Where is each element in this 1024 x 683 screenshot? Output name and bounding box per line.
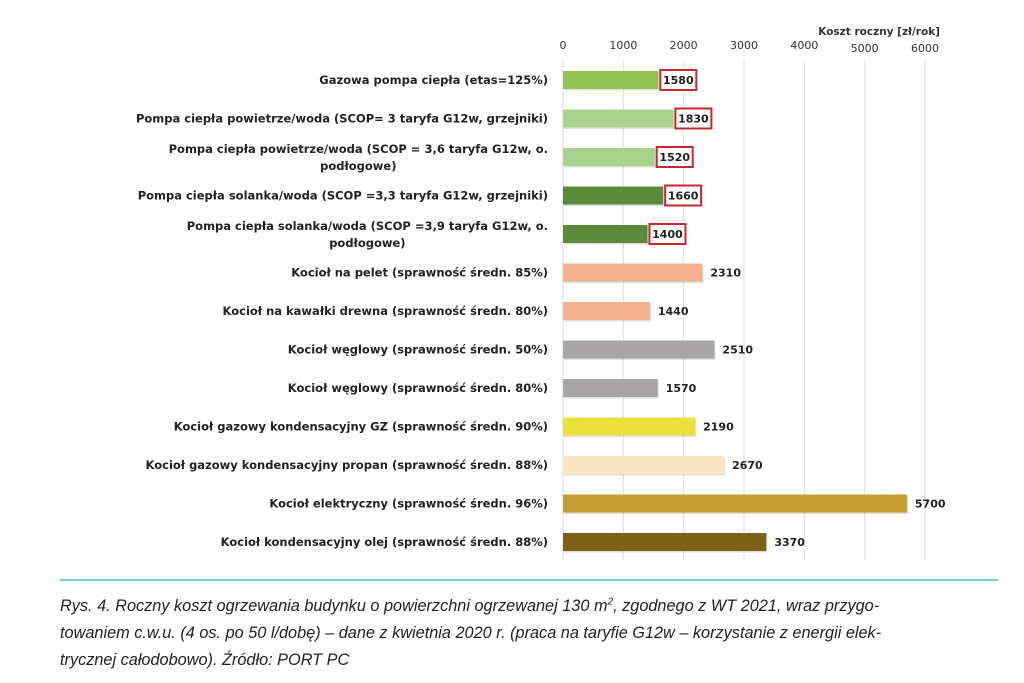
category-label: Kocioł elektryczny (sprawność średn. 96%… [269,497,548,511]
category-label: Kocioł gazowy kondensacyjny GZ (sprawnoś… [174,420,548,434]
category-label: Kocioł na pelet (sprawność średn. 85%) [291,266,548,280]
bar-chart: Koszt roczny [zł/rok] 0 1000 2000 3000 4000 5… [136,26,946,560]
value-label: 1580 [663,74,694,87]
value-label: 2310 [710,267,741,280]
bar-row: Kocioł gazowy kondensacyjny propan (spra… [146,456,763,476]
x-tick-label: 1000 [609,39,637,52]
value-label: 3370 [774,536,805,549]
x-axis-ticks: 0 1000 2000 3000 4000 5000 6000 [560,39,940,55]
bar [563,148,655,166]
value-highlight-box [674,107,713,130]
caption-divider [60,579,998,581]
bar-row: Kocioł na kawałki drewna (sprawność śred… [223,302,689,322]
value-highlight-box [664,184,703,207]
value-label: 2190 [703,421,734,434]
x-tick-label: 0 [560,39,567,52]
value-highlight-box [648,223,687,245]
bar [563,533,767,551]
bar-row: Pompa ciepła solanka/woda (SCOP =3,3 tar… [138,184,703,207]
bar [563,340,715,359]
bar [563,109,674,128]
category-label: Kocioł węglowy (sprawność średn. 80%) [288,381,548,395]
value-label: 2670 [732,459,763,472]
bar [563,225,648,243]
x-tick-label: 4000 [790,39,818,52]
bar-row: Kocioł węglowy (sprawność średn. 80%) 157… [288,379,697,399]
caption-superscript: 2 [607,596,614,608]
figure-caption: Rys. 4. Roczny koszt ogrzewania budynku … [60,593,1010,674]
bar-row: Kocioł gazowy kondensacyjny GZ (sprawnoś… [174,417,734,437]
value-label: 1570 [666,382,697,395]
value-label: 1400 [652,228,683,241]
caption-text: Rys. 4. Roczny koszt ogrzewania budynku … [60,597,608,615]
category-label: Pompa ciepła solanka/woda (SCOP =3,9 tar… [187,219,548,250]
category-label: Kocioł gazowy kondensacyjny propan (spra… [146,458,548,472]
value-label: 2510 [722,344,753,357]
value-label: 1520 [659,151,690,164]
x-tick-label: 5000 [851,42,879,55]
bar [563,71,659,89]
bar [563,186,664,205]
category-label: Kocioł kondensacyjny olej (sprawność śre… [221,535,548,549]
x-tick-label: 3000 [730,39,758,52]
value-label: 1660 [668,190,699,203]
category-label: Pompa ciepła powietrze/woda (SCOP = 3,6 … [169,142,548,173]
gridlines [562,60,926,560]
category-label: Gazowa pompa ciepła (etas=125%) [319,73,548,87]
bar-row: Pompa ciepła powietrze/woda (SCOP = 3,6 … [169,142,694,173]
x-tick-label: 6000 [911,42,939,55]
bar [563,263,703,282]
bar [563,302,650,320]
value-highlight-box [655,146,694,168]
category-label: Kocioł na kawałki drewna (sprawność śred… [223,304,548,318]
bar-row: Kocioł na pelet (sprawność średn. 85%) 23… [291,263,741,283]
x-axis-title: Koszt roczny [zł/rok] [818,26,940,38]
caption-line-1: Rys. 4. Roczny koszt ogrzewania budynku … [60,593,1010,620]
bar-row: Kocioł kondensacyjny olej (sprawność śre… [221,533,805,553]
caption-text: , zgodnego z WT 2021, wraz przygo- [613,597,880,615]
bar-row: Kocioł elektryczny (sprawność średn. 96%… [269,494,946,514]
value-highlight-box [659,69,698,91]
bar-row: Pompa ciepła powietrze/woda (SCOP= 3 tar… [136,107,713,130]
value-label: 1440 [658,305,689,318]
bar [563,417,696,436]
bar-row: Pompa ciepła solanka/woda (SCOP =3,9 tar… [187,219,687,250]
value-label: 1830 [678,113,709,126]
category-label: Pompa ciepła powietrze/woda (SCOP= 3 tar… [136,112,548,126]
bar [563,494,907,513]
bar-row: Kocioł węglowy (sprawność średn. 50%) 251… [288,340,753,360]
x-tick-label: 2000 [670,39,698,52]
caption-line-3: trycznej całodobowo). Źródło: PORT PC [60,651,350,669]
bars: Gazowa pompa ciepła (etas=125%) 1580 Pompa… [136,69,946,553]
bar-row: Gazowa pompa ciepła (etas=125%) 1580 [319,69,698,91]
bar [563,379,658,397]
bar [563,456,725,474]
caption-line-2: towaniem c.w.u. (4 os. po 50 l/dobę) – d… [60,624,882,642]
value-label: 5700 [915,498,946,511]
category-label: Kocioł węglowy (sprawność średn. 50%) [288,343,548,357]
category-label: Pompa ciepła solanka/woda (SCOP =3,3 tar… [138,189,548,203]
